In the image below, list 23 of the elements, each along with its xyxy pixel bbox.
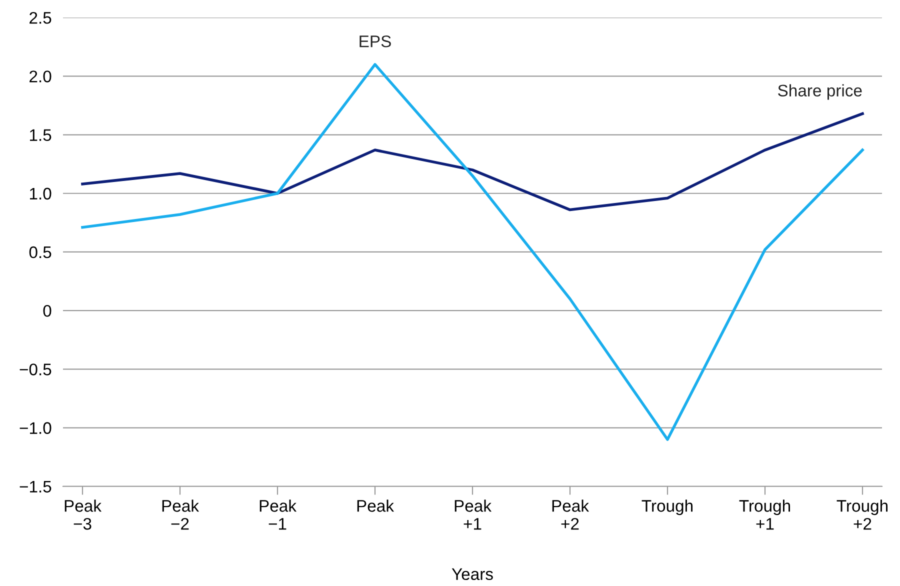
y-tick-label: 1.0 bbox=[30, 188, 52, 200]
x-tick-label: Peak +1 bbox=[454, 500, 492, 530]
x-tick-label: Trough +1 bbox=[739, 500, 790, 530]
y-tick-label: 0 bbox=[43, 304, 52, 317]
x-tick-label: Peak −1 bbox=[260, 500, 297, 530]
x-tick-label: Peak +2 bbox=[552, 500, 590, 530]
y-tick-label: −1.0 bbox=[20, 422, 52, 434]
x-axis-title: Years bbox=[452, 568, 493, 580]
series-label: EPS bbox=[360, 35, 391, 48]
line-series bbox=[81, 63, 864, 441]
x-tick-label: Peak bbox=[357, 500, 394, 512]
y-tick-label: −1.5 bbox=[20, 480, 52, 493]
y-tick-label: −0.5 bbox=[20, 364, 52, 376]
x-tick-label: Trough bbox=[642, 500, 693, 516]
line-series bbox=[81, 112, 864, 212]
x-tick-label: Peak −3 bbox=[64, 500, 102, 530]
y-tick-label: 0.5 bbox=[29, 246, 52, 258]
y-tick-label: 1.5 bbox=[30, 129, 52, 141]
y-tick-label: 2.5 bbox=[30, 12, 52, 24]
series-label: Share price bbox=[778, 84, 862, 100]
y-tick-label: 2.0 bbox=[30, 70, 52, 82]
x-tick-label: Peak −2 bbox=[162, 500, 200, 530]
x-tick-label: Trough +2 bbox=[836, 500, 888, 530]
